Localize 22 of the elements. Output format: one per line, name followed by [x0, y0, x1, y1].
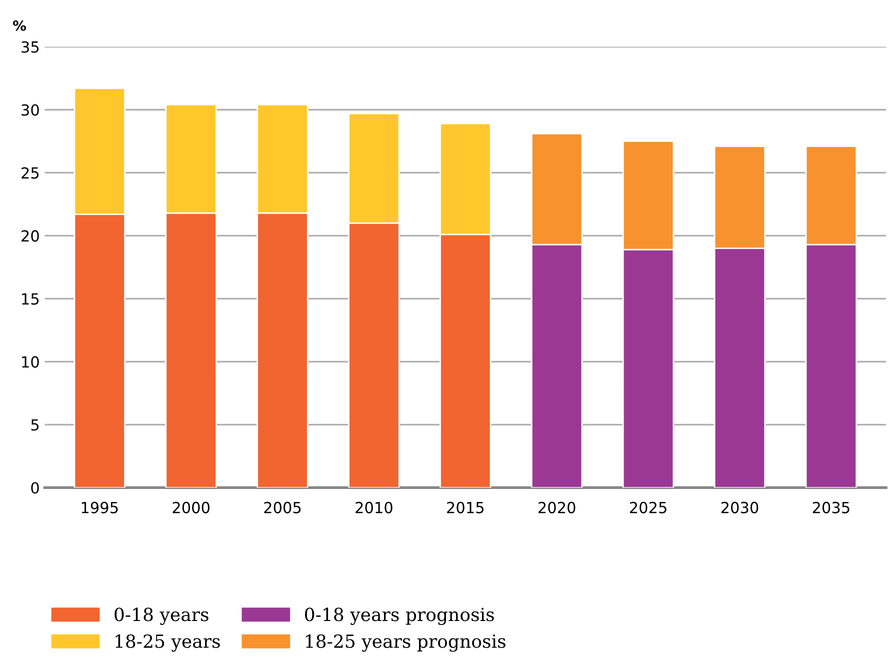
y-tick-label: 5 — [31, 419, 39, 431]
legend-label: 18-25 years — [116, 634, 220, 652]
y-tick-label: 0 — [31, 482, 39, 494]
legend-label: 0-18 years prognosis — [305, 608, 494, 625]
x-tick-label: 2020 — [538, 502, 576, 514]
x-tick-label: 2000 — [172, 502, 210, 514]
y-tick-label: 15 — [22, 293, 39, 305]
x-tick-label: 2005 — [264, 502, 301, 514]
x-tick-label: 1995 — [82, 502, 118, 514]
y-tick-label: 35 — [22, 41, 39, 53]
y-tick-label: 25 — [22, 167, 39, 179]
y-tick-label: 20 — [22, 230, 39, 242]
legend-label: 0-18 years — [114, 608, 208, 625]
x-tick-label: 2035 — [812, 502, 850, 514]
y-tick-label: 30 — [22, 104, 39, 116]
x-tick-label: 2025 — [630, 502, 666, 514]
x-tick-label: 2015 — [447, 502, 484, 514]
y-axis-title: % — [13, 20, 26, 31]
y-tick-label: 10 — [22, 356, 39, 368]
x-tick-label: 2010 — [356, 502, 392, 514]
legend-label: 18-25 years prognosis — [306, 634, 506, 652]
x-tick-label: 2030 — [721, 502, 758, 514]
